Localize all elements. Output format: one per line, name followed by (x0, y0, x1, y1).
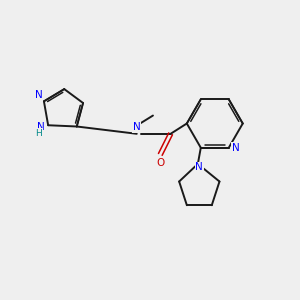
Text: N: N (232, 143, 240, 153)
Text: N: N (195, 162, 203, 172)
Text: O: O (156, 158, 164, 168)
Text: H: H (35, 129, 42, 138)
Text: N: N (133, 122, 141, 132)
Text: N: N (38, 122, 45, 132)
Text: N: N (35, 90, 43, 100)
